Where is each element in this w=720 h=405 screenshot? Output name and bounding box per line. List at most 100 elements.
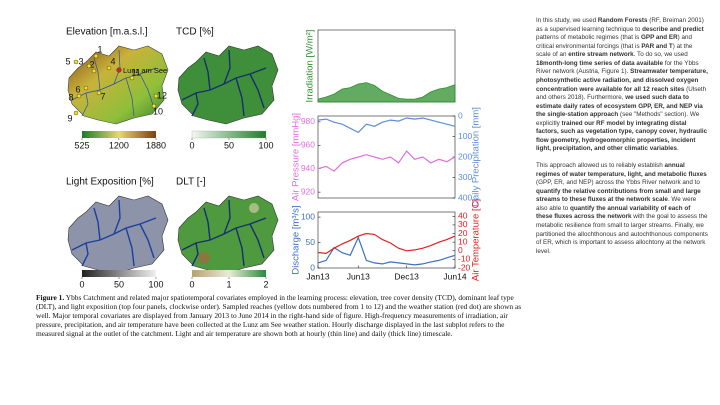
site-label: 7 [100,91,105,101]
map-title: Light Exposition [%] [66,177,154,188]
paragraph: This approach allowed us to reliably est… [536,162,708,256]
y2-tick-label: 10 [458,236,468,246]
site-label: 8 [68,92,73,102]
description: In this study, we used Random Forests (R… [536,17,708,264]
text: (GPP, ER, and NEP) across the Ybbs River… [536,179,700,187]
site-dot [83,85,89,91]
text: . To do so, we used [633,51,688,59]
site-dot [91,68,97,74]
bold-text: annual regimes of water temperature, lig… [536,162,707,178]
colorbar-label: 50 [114,279,124,289]
colorbar-label: 50 [224,140,234,150]
site-label: 2 [89,59,94,69]
x-tick-label: Dec13 [394,271,419,281]
site-label: 6 [75,84,80,94]
plot-frame [317,211,456,269]
bold-text: quantify the relative contributions from… [536,187,701,204]
map-light [67,195,169,275]
bold-text: Random Forests [597,17,648,24]
bold-text: GPP and ER [641,34,678,42]
colorbar-label: 100 [258,140,273,150]
site-label: 9 [67,113,72,123]
y2-axis-label: Daily Precipitation [mm] [471,107,482,207]
map-title: DLT [-] [176,177,206,188]
bold-text: trained our RF model by integrating dist… [536,119,708,153]
text: . We were also able to [536,196,697,212]
y2-axis-label: Air Temperature [C] [471,199,482,281]
y2-tick-label: 200 [458,151,472,161]
text: (RF, Breiman 2001) as a supervised learn… [536,17,704,33]
bold-text: PAR and T [641,42,673,50]
text: . [677,145,679,153]
y2-tick-label: 100 [458,131,472,141]
text: (Ulseth and others 2018). Furthermore, [536,85,707,102]
y2-tick-label: 30 [458,219,468,229]
y2-tick-label: 400 [458,192,472,202]
map-title: Elevation [m.a.s.l.] [66,27,148,38]
line [317,150,456,172]
y-axis-label: Discharge [m³/s] [291,205,302,274]
site-label: 1 [97,44,102,54]
colorbar-label: 1200 [109,140,129,150]
y-tick-label: 50 [306,237,316,247]
bold-text: describe and predict [642,25,704,33]
site-dot [93,53,99,59]
map-title: TCD [%] [176,27,214,38]
bold-text: 18month-long time series of data availab… [536,59,664,67]
site-dot [96,90,102,96]
text: ) and critical environmental forcings (t… [536,34,692,50]
y2-tick-label: -20 [458,262,471,272]
colorbar-label: 0 [79,279,84,289]
site-label: 10 [153,106,163,116]
site-dot [153,93,159,99]
plot-frame [317,115,456,199]
y-tick-label: 920 [301,186,315,196]
site-label: 4 [110,56,115,66]
bold-text: quantify the annual variability of each … [536,204,691,221]
site-label: 3 [78,56,83,66]
text: This approach allowed us to reliably est… [536,162,665,169]
colorbar [192,270,266,277]
y-tick-label: 960 [301,140,315,150]
bold-text: Streamwater temperature, photosynthetic … [536,68,708,93]
colorbar-label: 525 [74,140,89,150]
site-label: 12 [157,90,167,100]
y-tick-label: 100 [301,211,315,221]
text: ) at the scale of an [536,42,693,59]
caption-label: Figure 1. [36,293,65,302]
y2-tick-label: 0 [458,245,463,255]
colorbar-label: 0 [189,279,194,289]
colorbar-label: 0 [189,140,194,150]
colorbar [191,130,267,139]
y2-tick-label: 40 [458,211,468,221]
text: (see "Methods" section). We explicitly [536,111,700,127]
line [317,235,456,266]
site-dot [86,63,92,69]
text: In this study, we used [536,17,598,24]
map-tcd [177,45,279,125]
area [317,82,456,103]
bold-text: entire stream network [568,51,634,59]
site-dot [73,59,79,65]
bold-text: we used such data to estimate daily rate… [536,94,703,119]
y-tick-label: 940 [301,163,315,173]
site-dot [129,75,135,81]
figure-caption: Figure 1. Ybbs Catchment and related maj… [36,293,522,338]
x-tick-label: Jun13 [347,271,370,281]
line [317,232,456,255]
station-label: Lunz am See [123,66,167,75]
site-dot [73,110,79,116]
text: with the goal to assess the metabolic re… [536,213,708,255]
colorbar [82,131,156,138]
x-tick-label: Jun14 [443,271,466,281]
y2-tick-label: 0 [458,110,463,120]
y-axis-label: Air Pressure [mmHg] [291,113,302,201]
y-axis-label: Irradiation [W/m²] [305,30,316,103]
paragraph: In this study, we used Random Forests (R… [536,17,708,154]
site-label: 11 [131,67,140,77]
map-dlt [177,195,279,275]
station-dot [116,67,122,73]
text: for the Ybbs River network (Austria, Fig… [536,59,699,76]
